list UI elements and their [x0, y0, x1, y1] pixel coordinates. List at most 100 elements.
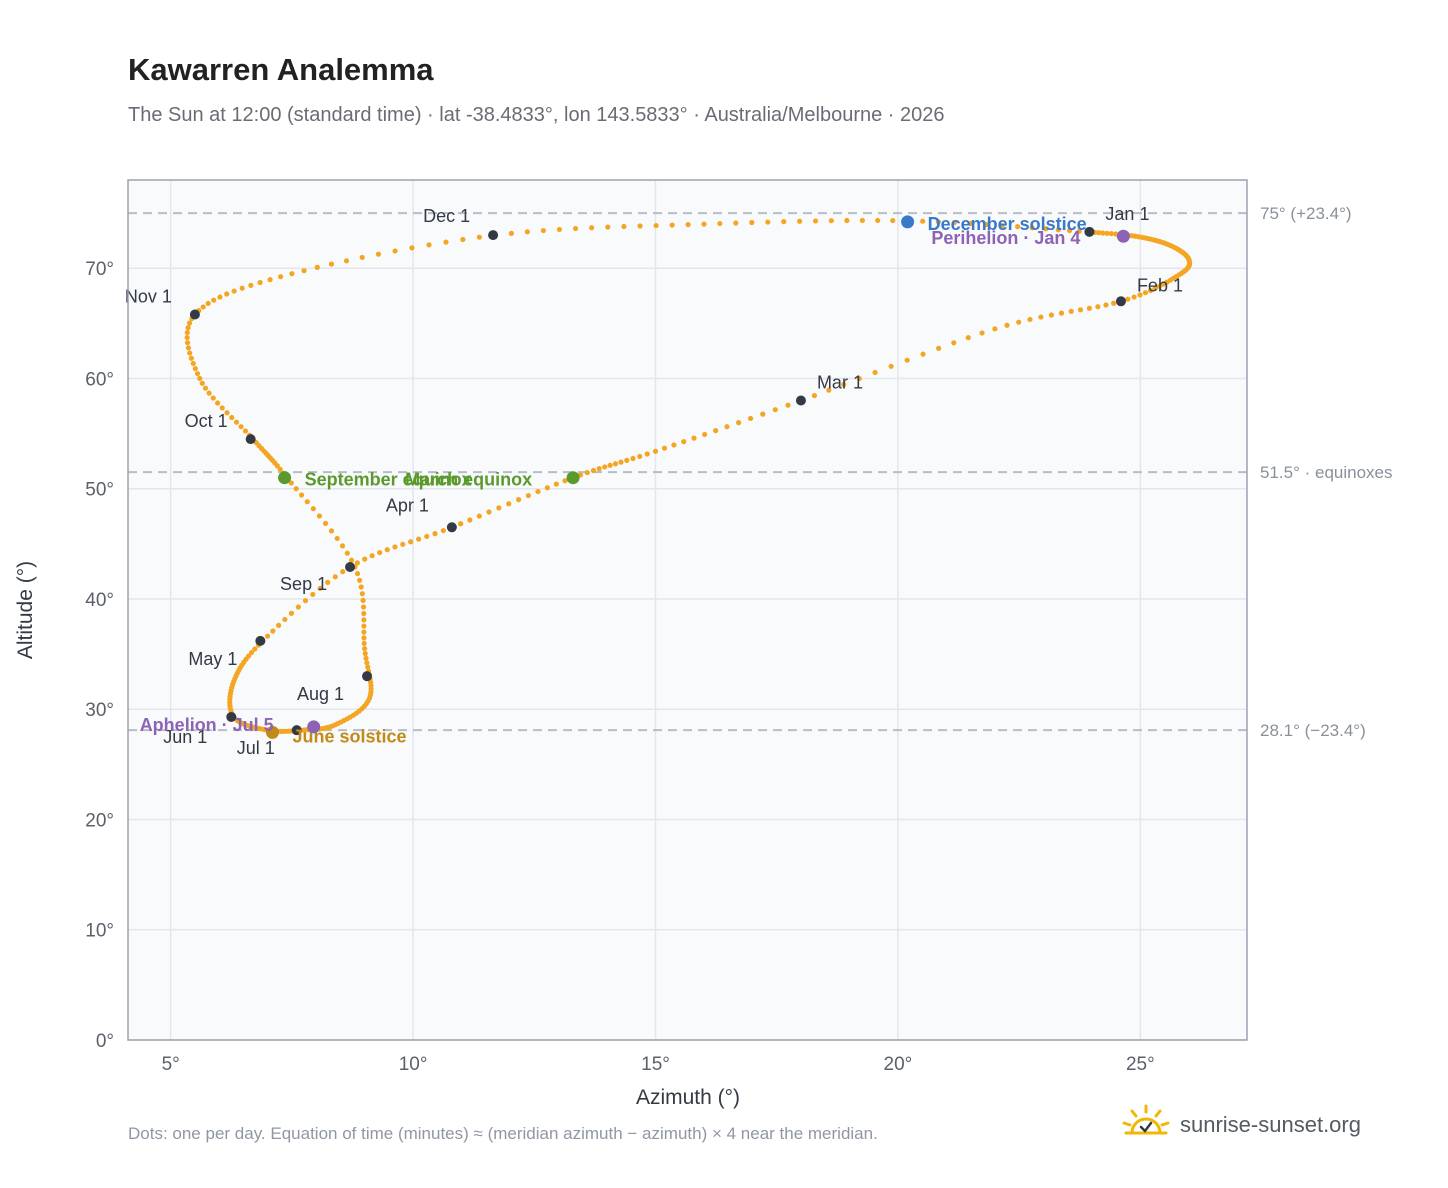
day-dot [194, 370, 201, 377]
day-dot [314, 264, 320, 270]
day-dot [702, 431, 708, 438]
day-dot [544, 485, 550, 491]
day-dot [1104, 230, 1110, 236]
day-dot [467, 517, 473, 523]
day-dot [343, 258, 350, 264]
day-dot [267, 277, 273, 283]
day-dot [669, 222, 675, 228]
day-dot [1016, 319, 1022, 325]
brand[interactable]: sunrise-sunset.org [1120, 1100, 1361, 1150]
day-dot [596, 466, 602, 472]
day-dot [288, 480, 294, 486]
day-dot [325, 579, 331, 585]
day-dot [364, 660, 370, 666]
day-dot [653, 222, 659, 229]
day-dot [935, 219, 941, 225]
day-dot [607, 462, 613, 468]
day-dot [1160, 281, 1166, 287]
month-marker-label: Aug 1 [297, 684, 344, 704]
day-dot [264, 633, 271, 639]
day-dot [192, 365, 198, 372]
day-dot [760, 411, 766, 417]
event-label: September equinox [305, 470, 472, 490]
month-marker [362, 671, 373, 682]
month-markers: Jan 1 Feb 1 Mar 1 Apr 1 May 1 Jun 1 Jul 1 Aug 1… [125, 204, 1183, 758]
day-dot [316, 513, 323, 519]
day-dot [360, 604, 367, 610]
day-dot [1066, 227, 1073, 234]
y-axis-label: Altitude (°) [14, 561, 37, 659]
event-marker [278, 471, 292, 485]
day-dot [630, 455, 636, 462]
day-dot [661, 445, 668, 451]
month-marker [189, 309, 200, 320]
reference-line-label: 75° (+23.4°) [1260, 204, 1352, 223]
month-marker [291, 725, 302, 736]
month-marker-label: May 1 [188, 649, 237, 669]
day-dot [205, 300, 211, 307]
x-tick-label: 5° [162, 1054, 180, 1075]
day-dot [400, 541, 406, 547]
month-marker [488, 230, 499, 241]
month-marker [345, 562, 356, 572]
x-tick-label: 15° [641, 1054, 670, 1075]
day-dot [348, 557, 355, 563]
day-dot [282, 616, 288, 623]
month-marker-label: Sep 1 [280, 574, 327, 594]
chart-title: Kawarren Analemma [128, 52, 434, 87]
day-dot [361, 635, 367, 641]
day-dot [841, 381, 847, 388]
day-dot [733, 220, 739, 226]
day-dot [440, 527, 446, 534]
month-marker-label: Jun 1 [163, 727, 207, 747]
day-dot [736, 420, 742, 426]
day-dot [516, 497, 522, 503]
day-dot [979, 330, 985, 336]
day-dot [605, 224, 611, 230]
day-dot [200, 304, 206, 310]
day-dot [844, 217, 850, 224]
day-dot [458, 521, 464, 527]
plot-background [128, 180, 1247, 1040]
day-dot [432, 531, 438, 537]
day-dot [199, 380, 205, 386]
day-dot [713, 428, 719, 434]
day-dot [992, 326, 998, 332]
month-marker-label: Feb 1 [1137, 275, 1183, 295]
day-dot [749, 219, 755, 226]
day-dot [302, 598, 309, 604]
day-dot [224, 291, 230, 297]
day-dot [856, 375, 862, 382]
day-dot [1147, 287, 1154, 294]
day-dot [384, 547, 390, 553]
day-dot [590, 467, 597, 474]
day-dot [1100, 230, 1106, 236]
day-dot [210, 395, 216, 401]
y-tick-label: 0° [96, 1031, 114, 1052]
day-dot [362, 650, 368, 657]
day-dot [328, 528, 335, 534]
event-label: March equinox [405, 470, 532, 490]
day-dot [359, 254, 365, 261]
day-dot [186, 320, 193, 326]
day-dot [358, 584, 364, 590]
day-dot [781, 219, 787, 225]
day-dot [361, 640, 367, 646]
day-dot [361, 617, 367, 623]
month-marker [446, 522, 457, 533]
day-dot [1125, 296, 1131, 302]
day-dot [334, 535, 340, 542]
day-dot [828, 218, 834, 224]
day-dot [524, 229, 530, 235]
day-dot [1058, 310, 1065, 316]
day-dot [1077, 307, 1084, 313]
day-dot [1086, 305, 1092, 311]
month-marker [795, 395, 806, 406]
day-dot [332, 574, 338, 580]
day-dot [589, 225, 595, 231]
day-dot [409, 245, 415, 251]
day-dot [1095, 304, 1101, 310]
day-dot [859, 217, 865, 224]
day-dot [1096, 230, 1102, 236]
day-dot [624, 457, 630, 464]
